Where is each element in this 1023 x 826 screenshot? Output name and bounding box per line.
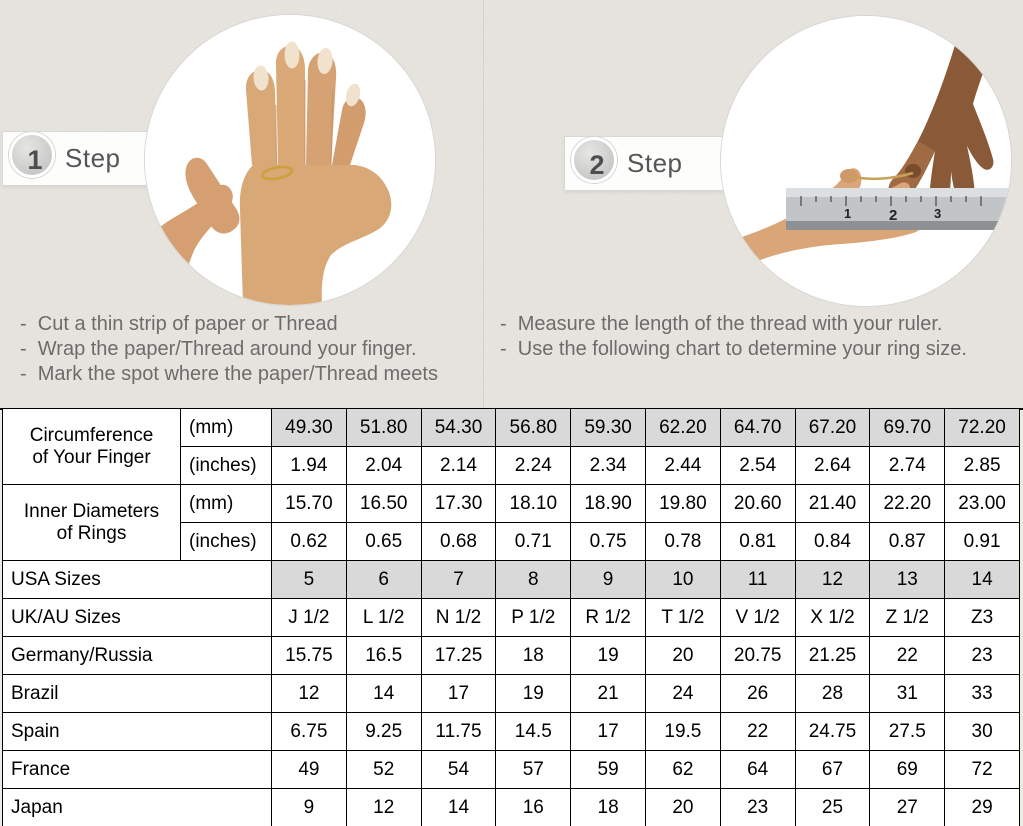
svg-text:2: 2 — [889, 207, 897, 224]
svg-text:1: 1 — [844, 206, 851, 221]
svg-text:3: 3 — [934, 206, 941, 221]
